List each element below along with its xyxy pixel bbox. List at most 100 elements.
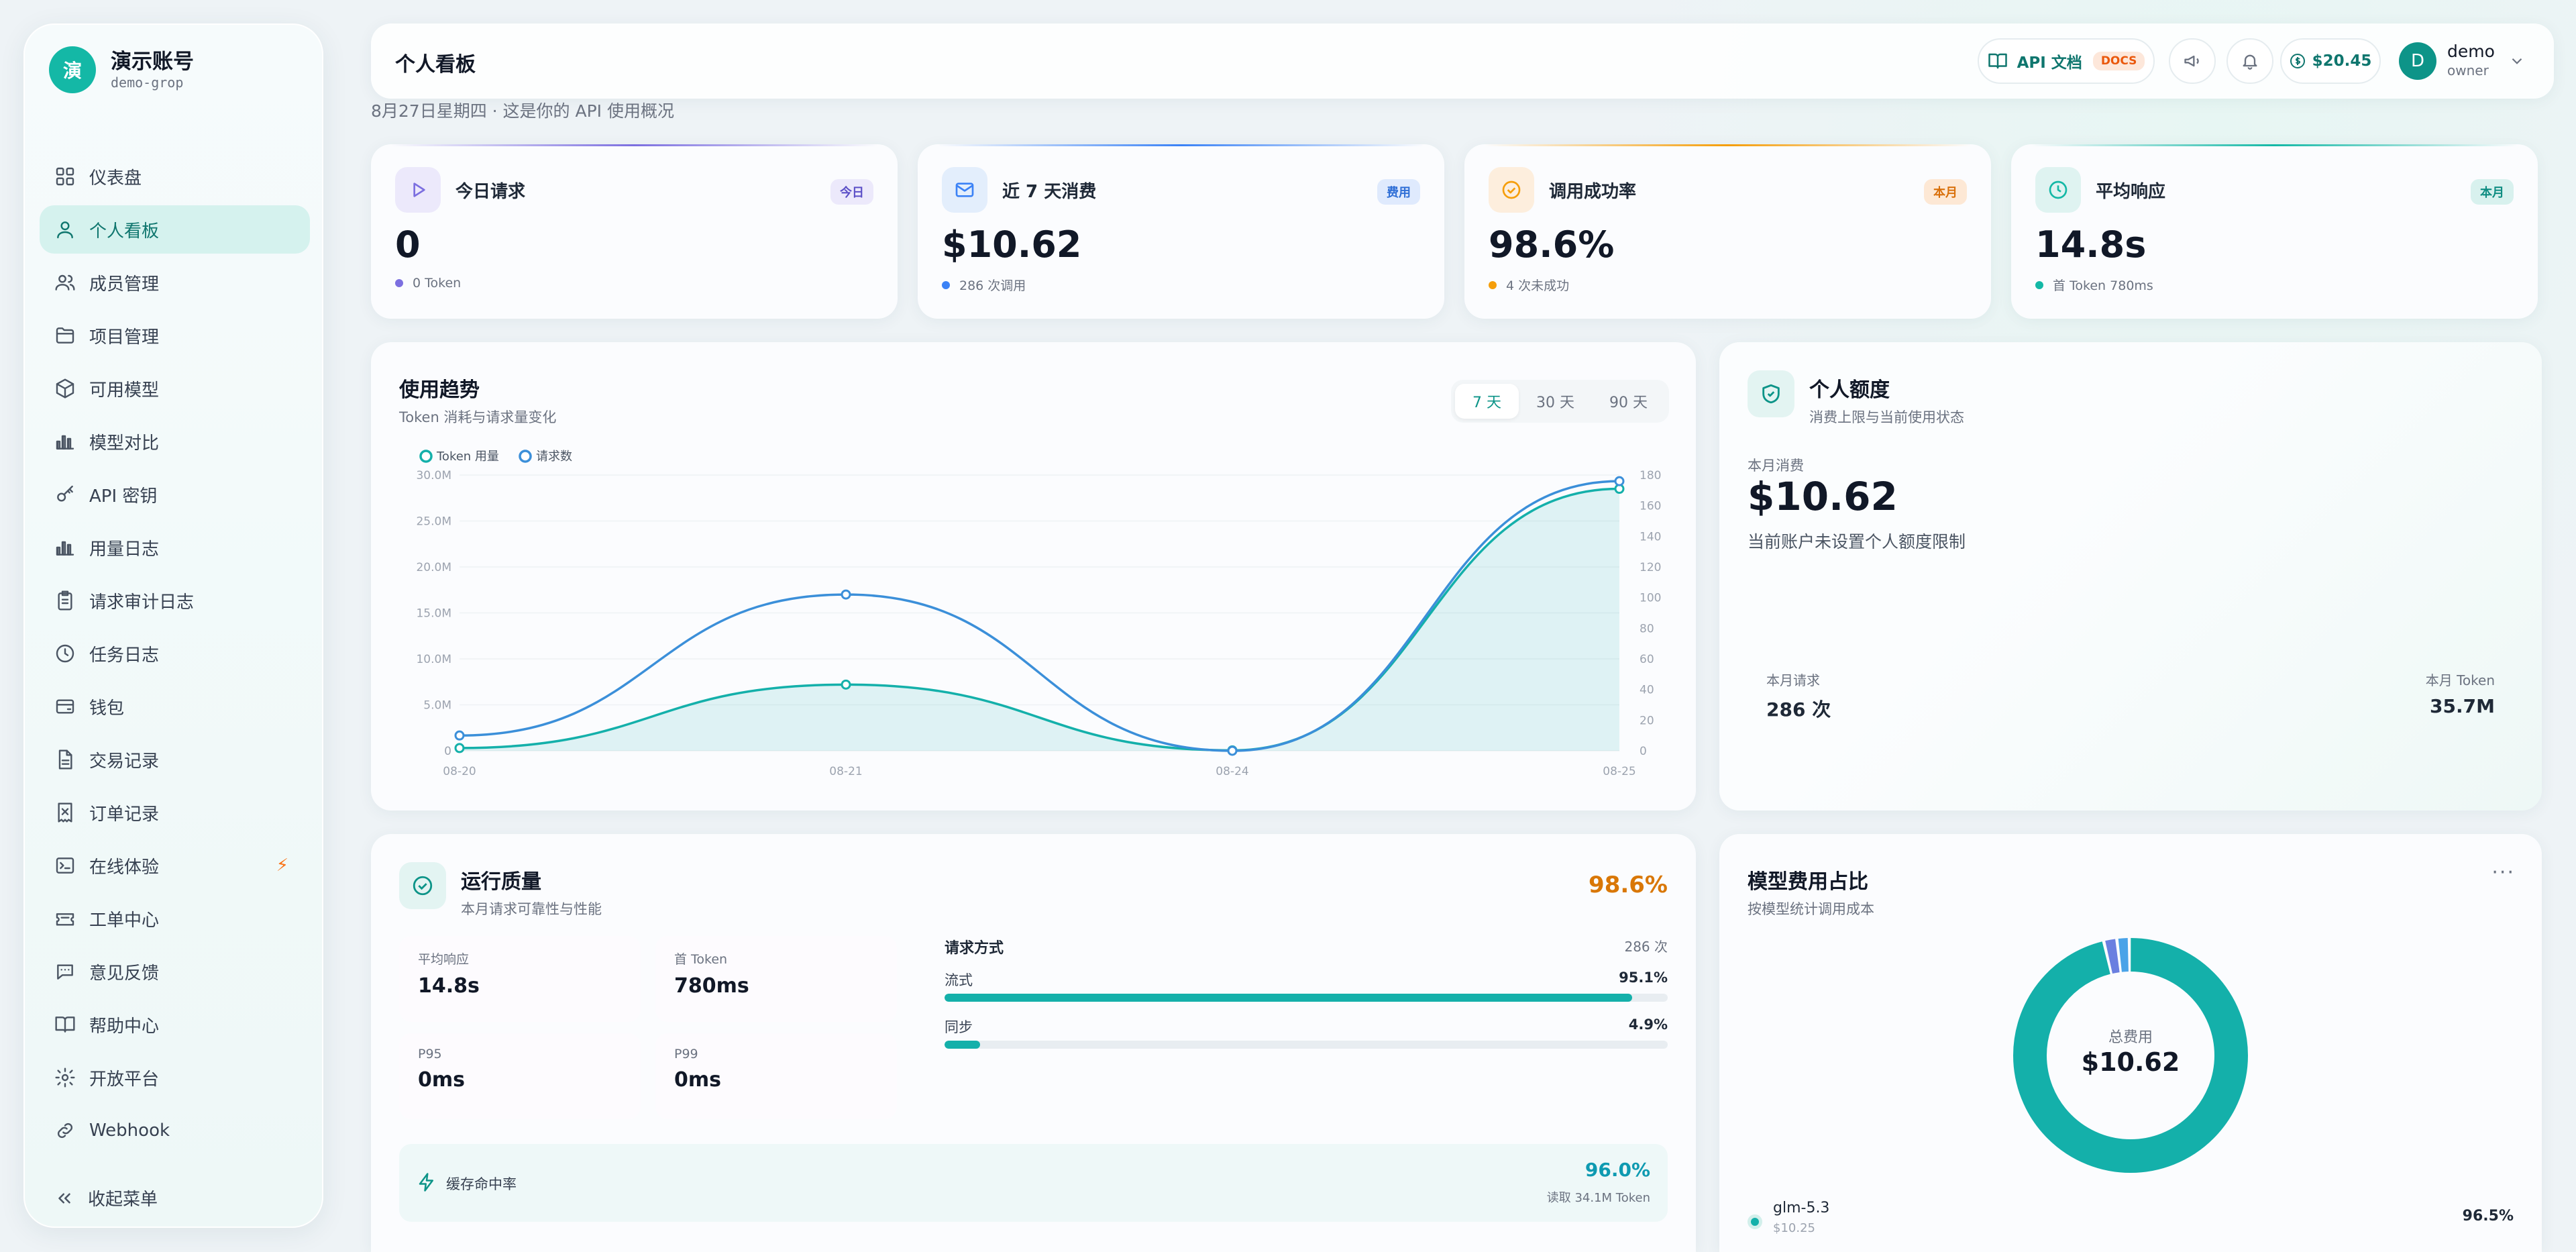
- docs-tag: DOCS: [2093, 52, 2145, 70]
- quality-tile: 平均响应 14.8s: [399, 936, 641, 1022]
- page-title: 个人看板: [395, 48, 476, 77]
- donut-center-label: 总费用: [1719, 1025, 2542, 1047]
- month-spend-label: 本月消费: [1748, 455, 1804, 475]
- sidebar-item[interactable]: 仪表盘: [40, 152, 310, 201]
- quota-title: 个人额度: [1809, 373, 1964, 403]
- stat-title: 近 7 天消费: [1002, 178, 1096, 203]
- y-right-tick: 100: [1640, 592, 1661, 605]
- mode-bar-fill: [945, 994, 1632, 1002]
- stat-value: 14.8s: [2035, 223, 2146, 266]
- chevrons-left-icon: [54, 1188, 74, 1208]
- y-right-tick: 40: [1640, 684, 1654, 697]
- mode-label: 同步: [945, 1016, 973, 1037]
- api-docs-label: API 文档: [2017, 50, 2082, 72]
- shield-icon: [1748, 370, 1794, 417]
- cache-hit-panel: 缓存命中率 96.0% 读取 34.1M Token: [399, 1144, 1668, 1222]
- sidebar-item[interactable]: 订单记录: [40, 788, 310, 837]
- sidebar-item[interactable]: Webhook: [40, 1106, 310, 1155]
- y-left-tick: 30.0M: [416, 469, 451, 482]
- play-icon: [395, 167, 441, 213]
- collapse-menu-button[interactable]: 收起菜单: [54, 1186, 158, 1210]
- sidebar-item-label: 意见反馈: [89, 959, 159, 984]
- brand-name: 演示账号: [111, 49, 194, 74]
- trend-chart: 05.0M10.0M15.0M20.0M25.0M30.0M0204060801…: [371, 342, 1696, 811]
- sidebar-item[interactable]: 成员管理: [40, 258, 310, 307]
- sidebar-item[interactable]: 项目管理: [40, 311, 310, 360]
- sidebar-item[interactable]: 意见反馈: [40, 947, 310, 996]
- stat-value: $10.62: [942, 223, 1081, 266]
- stat-dot: [1489, 281, 1497, 289]
- sidebar-item-label: 钱包: [89, 694, 124, 719]
- y-left-tick: 15.0M: [416, 607, 451, 621]
- stat-sub: 4 次未成功: [1489, 276, 1569, 294]
- brand: 演 演示账号 demo-grop: [49, 46, 194, 93]
- mode-pct: 95.1%: [1619, 970, 1668, 986]
- data-point: [842, 590, 850, 598]
- stat-card: 调用成功率 本月 98.6% 4 次未成功: [1464, 144, 1991, 319]
- key-icon: [54, 484, 76, 505]
- sidebar-item[interactable]: 个人看板: [40, 205, 310, 254]
- mode-bar-fill: [945, 1041, 980, 1049]
- avatar: D: [2399, 42, 2436, 80]
- y-right-tick: 20: [1640, 714, 1654, 727]
- sidebar-item[interactable]: 模型对比: [40, 417, 310, 466]
- sidebar-item-label: 模型对比: [89, 429, 159, 454]
- sidebar-item[interactable]: 开放平台: [40, 1053, 310, 1102]
- folder-icon: [54, 325, 76, 346]
- mode-pct: 4.9%: [1629, 1016, 1668, 1033]
- model-cost: $10.25: [1773, 1221, 1815, 1235]
- chevron-down-icon: [2508, 52, 2526, 70]
- stat-sub: 0 Token: [395, 276, 461, 291]
- y-right-tick: 180: [1640, 469, 1661, 482]
- sidebar-item[interactable]: 钱包: [40, 682, 310, 731]
- x-tick: 08-25: [1603, 765, 1635, 778]
- bar-chart-icon: [54, 537, 76, 558]
- sidebar-item[interactable]: API 密钥: [40, 470, 310, 519]
- sidebar-item[interactable]: 在线体验 ⚡: [40, 841, 310, 890]
- data-point: [1615, 477, 1623, 485]
- collapse-menu-label: 收起菜单: [88, 1186, 158, 1210]
- sidebar-item-label: 仪表盘: [89, 164, 142, 189]
- api-docs-button[interactable]: API 文档 DOCS: [1978, 38, 2155, 84]
- mode-total: 286 次: [1624, 936, 1668, 955]
- trend-card: 使用趋势 Token 消耗与请求量变化 7 天 30 天 90 天 0 5.0M 10.…: [371, 342, 1696, 811]
- cache-value: 96.0%: [1585, 1159, 1650, 1181]
- y-right-tick: 0: [1640, 745, 1647, 758]
- sidebar-item[interactable]: 任务日志: [40, 629, 310, 678]
- sidebar-item[interactable]: 请求审计日志: [40, 576, 310, 625]
- sidebar-item-label: 交易记录: [89, 747, 159, 772]
- y-right-tick: 160: [1640, 500, 1661, 513]
- sidebar-item-label: API 密钥: [89, 482, 157, 507]
- stat-sub-text: 0 Token: [413, 276, 461, 291]
- quality-tile-value: 0ms: [674, 1068, 878, 1092]
- sidebar-item[interactable]: 帮助中心: [40, 1000, 310, 1049]
- month-requests-value: 286 次: [1766, 695, 1831, 722]
- sidebar-item[interactable]: 用量日志: [40, 523, 310, 572]
- y-right-tick: 120: [1640, 561, 1661, 574]
- announcement-button[interactable]: [2169, 38, 2216, 84]
- y-left-tick: 25.0M: [416, 515, 451, 529]
- user-menu[interactable]: D demo owner: [2399, 42, 2526, 80]
- gear-icon: [54, 1067, 76, 1088]
- sidebar-item-label: 请求审计日志: [89, 588, 194, 613]
- cube-icon: [54, 378, 76, 399]
- balance-button[interactable]: $20.45: [2280, 38, 2381, 84]
- sidebar-item[interactable]: 可用模型: [40, 364, 310, 413]
- quality-tile-value: 14.8s: [418, 974, 622, 998]
- legend-marker: [421, 451, 431, 462]
- mode-title: 请求方式: [945, 936, 1004, 957]
- data-point: [455, 744, 464, 752]
- user-role: owner: [2447, 61, 2495, 80]
- y-right-tick: 80: [1640, 622, 1654, 635]
- terminal-icon: [54, 855, 76, 876]
- stat-accent-line: [391, 144, 877, 146]
- quota-limit-text: 当前账户未设置个人额度限制: [1748, 529, 1966, 553]
- brand-sub: demo-grop: [111, 74, 194, 91]
- cost-share-card: 模型费用占比 按模型统计调用成本 ··· 总费用 $10.62 glm-5.3 …: [1719, 834, 2542, 1252]
- quality-tile: P95 0ms: [399, 1033, 641, 1119]
- sidebar-item[interactable]: 交易记录: [40, 735, 310, 784]
- data-point: [1228, 747, 1236, 755]
- sidebar-item-label: Webhook: [89, 1120, 170, 1141]
- notifications-button[interactable]: [2226, 38, 2273, 84]
- sidebar-item[interactable]: 工单中心: [40, 894, 310, 943]
